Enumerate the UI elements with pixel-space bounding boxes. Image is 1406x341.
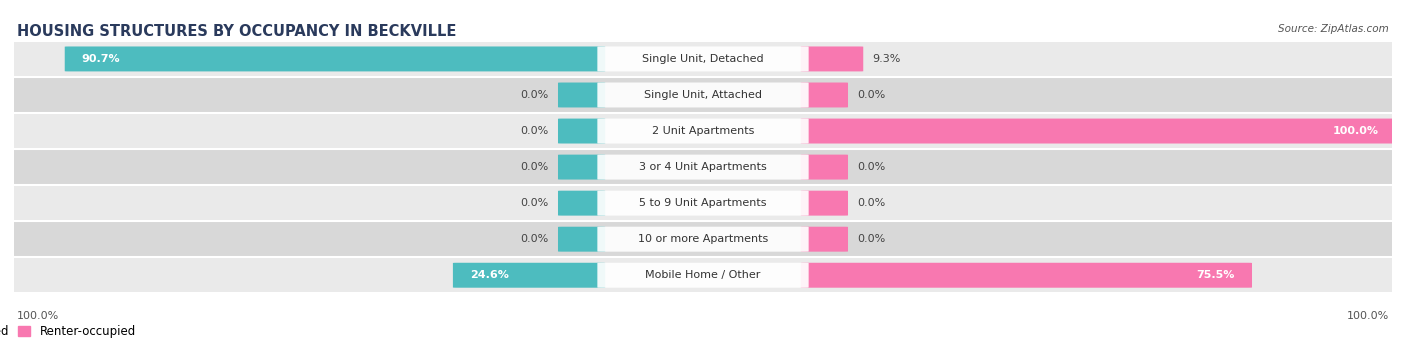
- FancyBboxPatch shape: [598, 83, 808, 107]
- Text: 100.0%: 100.0%: [1333, 126, 1379, 136]
- Text: 0.0%: 0.0%: [858, 162, 886, 172]
- Text: 0.0%: 0.0%: [858, 198, 886, 208]
- FancyBboxPatch shape: [801, 154, 848, 180]
- Text: HOUSING STRUCTURES BY OCCUPANCY IN BECKVILLE: HOUSING STRUCTURES BY OCCUPANCY IN BECKV…: [17, 24, 456, 39]
- FancyBboxPatch shape: [558, 227, 605, 252]
- FancyBboxPatch shape: [598, 154, 808, 180]
- FancyBboxPatch shape: [598, 119, 808, 144]
- FancyBboxPatch shape: [65, 46, 605, 71]
- Text: 0.0%: 0.0%: [520, 90, 548, 100]
- Text: 75.5%: 75.5%: [1197, 270, 1234, 280]
- Legend: Owner-occupied, Renter-occupied: Owner-occupied, Renter-occupied: [0, 321, 141, 341]
- FancyBboxPatch shape: [598, 227, 808, 252]
- Text: 100.0%: 100.0%: [17, 311, 59, 321]
- Text: 0.0%: 0.0%: [520, 198, 548, 208]
- FancyBboxPatch shape: [11, 41, 1395, 77]
- Text: Single Unit, Detached: Single Unit, Detached: [643, 54, 763, 64]
- Text: 3 or 4 Unit Apartments: 3 or 4 Unit Apartments: [640, 162, 766, 172]
- Text: 5 to 9 Unit Apartments: 5 to 9 Unit Apartments: [640, 198, 766, 208]
- Text: 24.6%: 24.6%: [470, 270, 509, 280]
- FancyBboxPatch shape: [11, 113, 1395, 149]
- Text: 0.0%: 0.0%: [520, 126, 548, 136]
- FancyBboxPatch shape: [558, 119, 605, 144]
- Text: 2 Unit Apartments: 2 Unit Apartments: [652, 126, 754, 136]
- Text: 90.7%: 90.7%: [82, 54, 121, 64]
- Text: Source: ZipAtlas.com: Source: ZipAtlas.com: [1278, 24, 1389, 34]
- FancyBboxPatch shape: [11, 257, 1395, 294]
- Text: 0.0%: 0.0%: [520, 234, 548, 244]
- Text: Mobile Home / Other: Mobile Home / Other: [645, 270, 761, 280]
- FancyBboxPatch shape: [801, 191, 848, 216]
- Text: 9.3%: 9.3%: [873, 54, 901, 64]
- FancyBboxPatch shape: [11, 77, 1395, 113]
- FancyBboxPatch shape: [598, 46, 808, 71]
- FancyBboxPatch shape: [453, 263, 605, 288]
- FancyBboxPatch shape: [801, 83, 848, 107]
- FancyBboxPatch shape: [11, 221, 1395, 257]
- Text: 100.0%: 100.0%: [1347, 311, 1389, 321]
- FancyBboxPatch shape: [598, 191, 808, 216]
- Text: 10 or more Apartments: 10 or more Apartments: [638, 234, 768, 244]
- Text: Single Unit, Attached: Single Unit, Attached: [644, 90, 762, 100]
- Text: 0.0%: 0.0%: [858, 234, 886, 244]
- FancyBboxPatch shape: [11, 185, 1395, 221]
- FancyBboxPatch shape: [801, 46, 863, 71]
- FancyBboxPatch shape: [801, 227, 848, 252]
- FancyBboxPatch shape: [598, 263, 808, 288]
- Text: 0.0%: 0.0%: [520, 162, 548, 172]
- FancyBboxPatch shape: [558, 154, 605, 180]
- Text: 0.0%: 0.0%: [858, 90, 886, 100]
- FancyBboxPatch shape: [801, 263, 1251, 288]
- FancyBboxPatch shape: [801, 119, 1396, 144]
- FancyBboxPatch shape: [11, 149, 1395, 185]
- FancyBboxPatch shape: [558, 191, 605, 216]
- FancyBboxPatch shape: [558, 83, 605, 107]
